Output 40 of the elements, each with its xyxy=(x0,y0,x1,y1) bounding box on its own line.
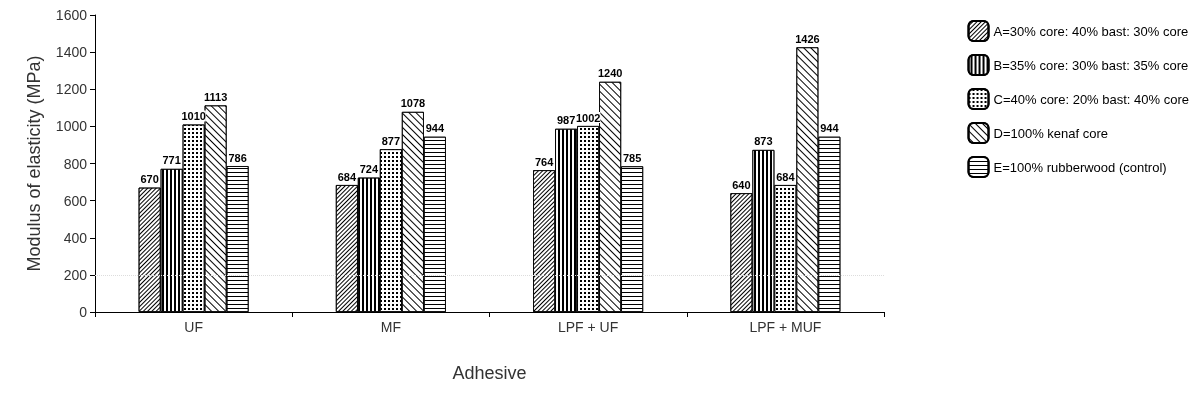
y-tick-label: 1600 xyxy=(55,7,88,23)
data-label: 786 xyxy=(228,151,247,164)
y-tick-label: 600 xyxy=(63,192,88,209)
x-tick-label: LPF + UF xyxy=(557,319,619,335)
data-label: 873 xyxy=(754,135,773,148)
legend-label: A=30% core: 40% bast: 30% core xyxy=(993,23,1189,39)
data-label: 771 xyxy=(162,154,181,167)
x-tick-label: UF xyxy=(184,319,203,335)
data-label: 1113 xyxy=(203,90,228,103)
data-label: 987 xyxy=(556,114,576,127)
data-label: 640 xyxy=(732,178,751,191)
x-axis-title: Adhesive xyxy=(452,363,527,383)
x-tick-label: LPF + MUF xyxy=(749,319,822,335)
data-label: 1078 xyxy=(400,97,426,110)
y-tick-label: 1200 xyxy=(55,81,88,98)
data-label: 877 xyxy=(381,134,401,147)
data-label: 764 xyxy=(534,155,555,168)
legend-label: E=100% rubberwood (control) xyxy=(993,159,1167,175)
data-label: 1002 xyxy=(575,111,601,124)
x-tick-label: MF xyxy=(380,319,401,335)
data-label: 724 xyxy=(359,163,379,176)
data-label: 684 xyxy=(776,170,796,183)
data-label: 684 xyxy=(337,170,357,183)
y-axis-title: Modulus of elasticity (MPa) xyxy=(24,55,44,272)
data-label: 1010 xyxy=(181,110,206,123)
data-label: 670 xyxy=(140,173,159,186)
y-tick-label: 400 xyxy=(63,229,88,246)
y-tick-label: 0 xyxy=(79,304,88,320)
data-label: 1426 xyxy=(795,32,820,45)
legend-label: D=100% kenaf core xyxy=(993,125,1109,141)
data-label: 785 xyxy=(622,151,642,164)
y-tick-label: 1000 xyxy=(55,118,88,135)
y-tick-label: 200 xyxy=(63,266,88,283)
data-label: 944 xyxy=(820,122,840,135)
data-label: 944 xyxy=(425,122,445,135)
legend-label: B=35% core: 30% bast: 35% core xyxy=(993,57,1189,73)
data-label: 1240 xyxy=(597,67,623,80)
y-tick-label: 800 xyxy=(63,155,88,172)
y-tick-label: 1400 xyxy=(55,44,88,61)
legend-label: C=40% core: 20% bast: 40% core xyxy=(993,91,1190,107)
